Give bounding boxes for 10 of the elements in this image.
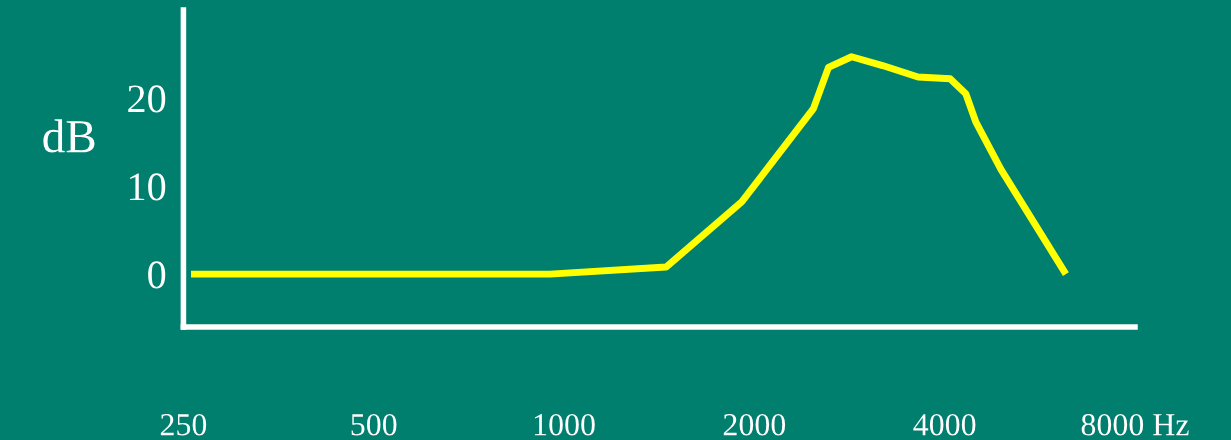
- x-tick-label: 2000: [723, 413, 786, 436]
- y-axis-title: dB: [43, 119, 95, 153]
- y-tick-label: 10: [130, 173, 166, 201]
- y-tick-label: 20: [128, 85, 166, 113]
- x-tick-label: 4000: [913, 413, 976, 436]
- x-tick-label: 500: [351, 413, 397, 436]
- x-tick-label: 1000: [534, 413, 595, 436]
- x-tick-label: 8000 Hz: [1081, 413, 1189, 436]
- x-tick-label: 250: [160, 413, 207, 436]
- y-tick-label: 0: [148, 261, 166, 289]
